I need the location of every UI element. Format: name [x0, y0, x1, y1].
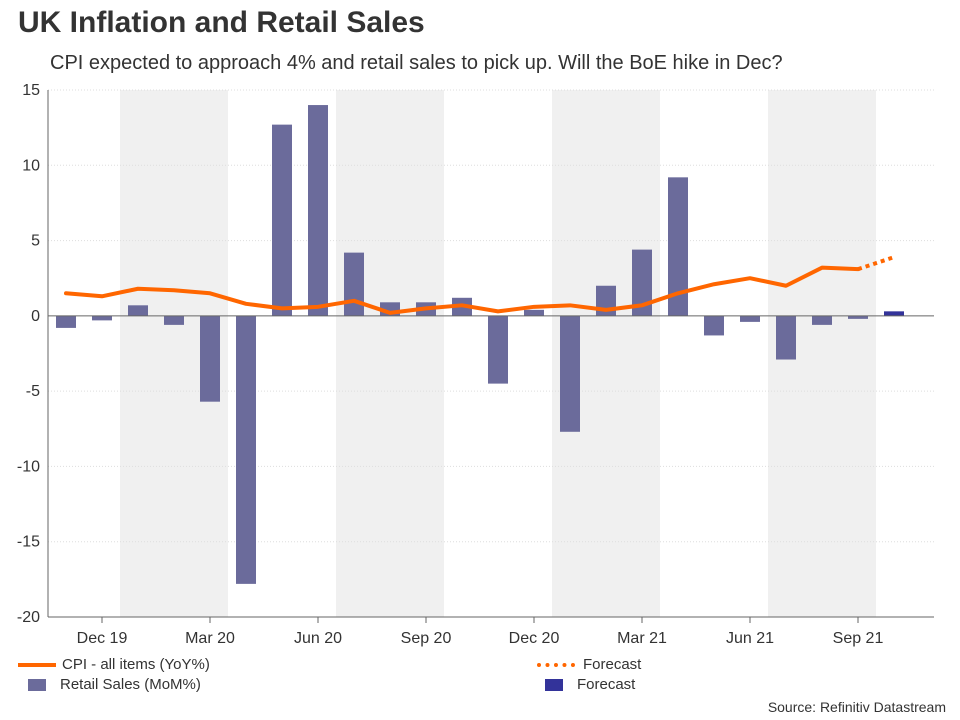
x-tick-label: Jun 21: [726, 630, 774, 647]
retail-bar: [200, 315, 220, 402]
cpi-forecast-line: [857, 255, 895, 272]
source-note: Source: Refinitiv Datastream: [767, 699, 946, 715]
legend-cpi-forecast: Forecast: [537, 656, 641, 673]
y-tick-label: -5: [26, 383, 40, 400]
y-tick-label: 0: [31, 308, 40, 325]
retail-bar: [236, 315, 256, 584]
x-tick-label: Sep 21: [833, 630, 884, 647]
retail-bar: [524, 309, 544, 316]
legend-retail-forecast-swatch: [545, 678, 563, 691]
retail-bar: [704, 315, 724, 336]
retail-bar: [92, 315, 112, 321]
legend-retail-label: Retail Sales (MoM%): [60, 676, 201, 693]
retail-bar: [56, 315, 76, 328]
retail-bar: [632, 249, 652, 316]
retail-bars: [56, 105, 904, 584]
retail-bar: [668, 177, 688, 316]
retail-bar: [848, 315, 868, 319]
x-tick-label: Sep 20: [401, 630, 452, 647]
x-tick-label: Mar 20: [185, 630, 235, 647]
cpi-lines: [64, 255, 895, 315]
y-tick-label: -10: [17, 458, 40, 475]
y-tick-label: 15: [22, 82, 40, 99]
retail-bar: [560, 315, 580, 432]
shaded-band: [336, 90, 444, 617]
legend-retail-swatch: [28, 678, 46, 691]
chart-subtitle: CPI expected to approach 4% and retail s…: [50, 52, 783, 74]
x-tick-label: Dec 19: [77, 630, 128, 647]
x-axis-labels: Dec 19 Mar 20 Jun 20 Sep 20 Dec 20 Mar 21 Jun …: [77, 630, 884, 647]
axes: [47, 90, 934, 623]
chart-title: UK Inflation and Retail Sales: [18, 6, 425, 39]
legend-cpi-swatch: [18, 662, 56, 667]
y-tick-label: -20: [17, 609, 40, 626]
legend-cpi-forecast-label: Forecast: [583, 656, 642, 673]
retail-bar: [344, 252, 364, 316]
legend-cpi-forecast-swatch: [537, 662, 575, 667]
retail-bar: [488, 315, 508, 384]
retail-bar: [308, 105, 328, 316]
legend-retail-forecast: Forecast: [535, 676, 635, 693]
x-tick-label: Jun 20: [294, 630, 342, 647]
legend-retail-forecast-label: Forecast: [577, 676, 636, 693]
legend-retail: Retail Sales (MoM%): [18, 676, 201, 693]
retail-bar: [164, 315, 184, 325]
retail-bar: [128, 305, 148, 316]
x-tick-label: Mar 21: [617, 630, 667, 647]
retail-forecast-bar: [884, 311, 904, 316]
y-tick-label: 5: [31, 233, 40, 250]
cpi-line: [64, 265, 860, 315]
retail-bar: [812, 315, 832, 325]
legend-cpi: CPI - all items (YoY%): [18, 656, 210, 673]
legend-cpi-label: CPI - all items (YoY%): [62, 656, 210, 673]
y-tick-label: -15: [17, 534, 40, 551]
y-tick-label: 10: [22, 157, 40, 174]
x-tick-label: Dec 20: [509, 630, 560, 647]
retail-bar: [272, 124, 292, 316]
y-axis-labels: 15 10 5 0 -5 -10 -15 -20: [17, 82, 40, 626]
retail-bar: [740, 315, 760, 322]
retail-bar: [776, 315, 796, 360]
